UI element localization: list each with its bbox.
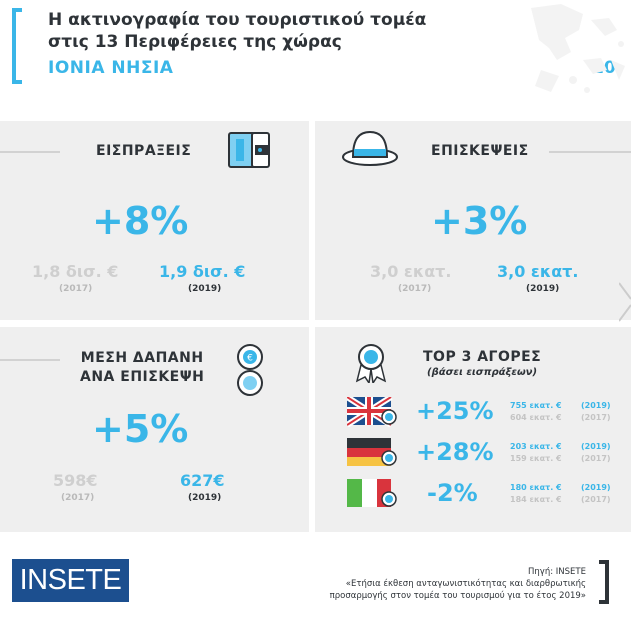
receipts-label: ΕΙΣΠΡΑΞΕΙΣ <box>96 143 192 159</box>
next-arrow-icon[interactable] <box>619 281 631 323</box>
market-value-2017: 184 εκατ. € <box>510 495 562 504</box>
coin-stack-icon: € <box>237 344 263 396</box>
market-change: -2% <box>427 479 478 507</box>
award-medal-icon <box>355 344 387 383</box>
italy-flag-icon <box>347 479 397 507</box>
divider <box>0 151 60 153</box>
visits-value-2019: 3,0 εκατ. <box>497 262 579 281</box>
header-bracket <box>12 8 22 84</box>
uk-flag-icon <box>347 397 397 427</box>
credit-card-icon <box>228 132 270 168</box>
spend-value-2019: 627€ <box>180 471 225 490</box>
insete-logo: INSETE <box>12 559 129 602</box>
market-year-2017: (2017) <box>581 413 611 422</box>
receipts-panel: ΕΙΣΠΡΑΞΕΙΣ +8% 1,8 δισ. € (2017) 1,9 δισ… <box>0 121 309 320</box>
receipts-change: +8% <box>92 199 189 243</box>
svg-text:€: € <box>247 354 253 364</box>
market-value-2017: 159 εκατ. € <box>510 454 562 463</box>
market-change: +25% <box>416 397 494 425</box>
market-year-2019: (2019) <box>581 442 611 451</box>
market-year-2019: (2019) <box>581 483 611 492</box>
market-year-2017: (2017) <box>581 454 611 463</box>
germany-flag-icon <box>347 438 397 466</box>
spend-year-2019: (2019) <box>188 493 222 503</box>
markets-panel: TOP 3 ΑΓΟΡΕΣ (βάσει εισπράξεων) +25% 755… <box>315 327 631 532</box>
spend-panel: ΜΕΣΗ ΔΑΠΑΝΗ ΑΝΑ ΕΠΙΣΚΕΨΗ € +5% 598€ (201… <box>0 327 309 532</box>
market-change: +28% <box>416 438 494 466</box>
spend-label-line-2: ΑΝΑ ΕΠΙΣΚΕΨΗ <box>80 369 205 385</box>
receipts-value-2019: 1,9 δισ. € <box>159 262 246 281</box>
region-name: ΙΟΝΙΑ ΝΗΣΙΑ <box>48 58 174 78</box>
hat-icon <box>342 130 398 166</box>
market-value-2019: 203 εκατ. € <box>510 442 562 451</box>
market-value-2019: 180 εκατ. € <box>510 483 562 492</box>
markets-subtitle: (βάσει εισπράξεων) <box>427 367 538 378</box>
title-line-1: Η ακτινογραφία του τουριστικού τομέα <box>48 10 427 30</box>
visits-year-2019: (2019) <box>526 284 560 294</box>
spend-value-2017: 598€ <box>53 471 98 490</box>
source-label: Πηγή: INSETE <box>528 567 586 577</box>
market-year-2017: (2017) <box>581 495 611 504</box>
receipts-year-2019: (2019) <box>188 284 222 294</box>
spend-label-line-1: ΜΕΣΗ ΔΑΠΑΝΗ <box>80 350 204 366</box>
source-line-2: προσαρμογής στον τομέα του τουρισμού για… <box>329 591 586 601</box>
receipts-year-2017: (2017) <box>59 284 93 294</box>
divider <box>549 151 631 153</box>
receipts-value-2017: 1,8 δισ. € <box>32 262 119 281</box>
markets-title: TOP 3 ΑΓΟΡΕΣ <box>423 349 542 365</box>
spend-year-2017: (2017) <box>61 493 95 503</box>
visits-panel: ΕΠΙΣΚΕΨΕΙΣ +3% 3,0 εκατ. (2017) 3,0 εκατ… <box>315 121 631 323</box>
footer-bracket <box>599 560 609 604</box>
title-line-2: στις 13 Περιφέρειες της χώρας <box>48 32 342 52</box>
divider <box>0 359 60 361</box>
spend-label: ΜΕΣΗ ΔΑΠΑΝΗ ΑΝΑ ΕΠΙΣΚΕΨΗ <box>80 349 204 387</box>
visits-value-2017: 3,0 εκατ. <box>370 262 452 281</box>
market-year-2019: (2019) <box>581 401 611 410</box>
visits-year-2017: (2017) <box>398 284 432 294</box>
source-line-1: «Ετήσια έκθεση ανταγωνιστικότητας και δι… <box>345 579 586 589</box>
visits-change: +3% <box>431 199 528 243</box>
visits-label: ΕΠΙΣΚΕΨΕΙΣ <box>431 143 529 159</box>
greece-map-icon <box>531 4 625 93</box>
market-value-2017: 604 εκατ. € <box>510 413 562 422</box>
spend-change: +5% <box>92 407 189 451</box>
market-value-2019: 755 εκατ. € <box>510 401 562 410</box>
page-title: Η ακτινογραφία του τουριστικού τομέα στι… <box>48 9 426 53</box>
